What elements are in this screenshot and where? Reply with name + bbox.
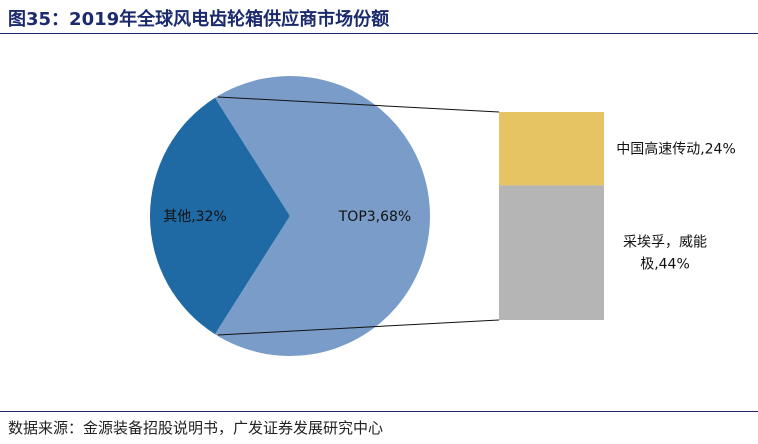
bar-label-nanjing: 中国高速传动,24% [616,141,736,158]
pie-slice-top3 [214,76,430,356]
title-divider [0,33,758,34]
connector-line-top [217,96,500,113]
pie-slice-other [149,97,290,335]
pie-label-other: 其他,32% [163,209,227,225]
pie-label-top3: TOP3,68% [338,209,412,225]
bar-segment-nanjing [499,112,604,186]
bar-segment-zf-winergy [499,185,604,320]
source-note: 数据来源：金源装备招股说明书，广发证券发展研究中心 [8,419,384,437]
bar-label-zf-winergy-line1: 采埃孚，威能 [623,235,707,251]
bar-label-zf-winergy-line2: 极,44% [640,257,690,273]
chart-title: 图35：2019年全球风电齿轮箱供应商市场份额 [8,9,390,30]
footer-divider [0,411,758,412]
connector-line-bottom [217,319,500,336]
